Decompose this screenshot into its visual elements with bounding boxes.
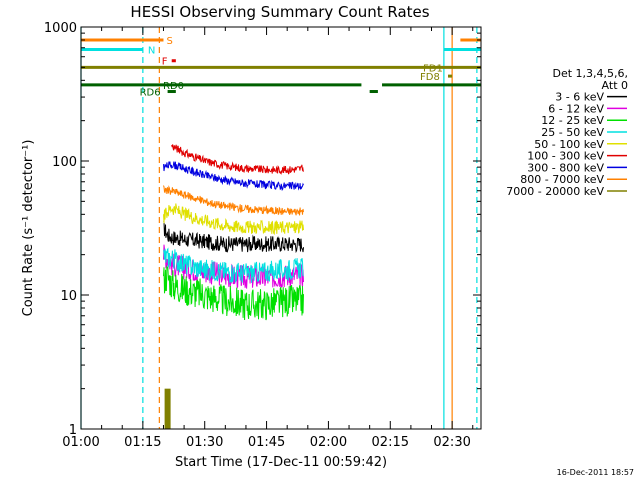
y-tick-label-0: 1 <box>69 423 77 438</box>
y-tick-label-2: 100 <box>52 155 77 170</box>
flag-label-fd1: FD1 <box>423 63 443 74</box>
axes: 01:00 01:15 01:30 01:45 02:00 02:15 02:30 1 10 10… <box>44 21 481 450</box>
y-tick-label-1: 10 <box>60 289 77 304</box>
y-tick-label-3: 1000 <box>44 21 77 36</box>
series-300-800kev-line <box>163 161 304 191</box>
legend-entry-8-label: 7000 - 20000 keV <box>506 185 604 198</box>
flag-label-rd6: RD6 <box>140 88 161 99</box>
x-tick-label-2: 01:30 <box>186 435 223 450</box>
flag-label-s: S <box>166 36 172 47</box>
y-axis-title: Count Rate (s⁻¹ detector⁻¹) <box>21 140 36 317</box>
x-tick-label-5: 02:15 <box>372 435 409 450</box>
series-100-300kev-line <box>171 144 304 175</box>
flag-label-f: F <box>162 57 168 68</box>
x-tick-label-6: 02:30 <box>433 435 470 450</box>
series-50-100kev-line <box>163 203 304 236</box>
flag-label-fd8: FD8 <box>420 72 440 83</box>
timestamp: 16-Dec-2011 18:57 <box>557 468 634 477</box>
legend-entry-7-label: 800 - 7000 keV <box>520 173 604 186</box>
legend-entry-5-label: 100 - 300 keV <box>527 150 604 163</box>
series-7000-20000kev-bar-0 <box>164 388 171 429</box>
series-12-25kev-line <box>163 265 304 321</box>
flag-label-n: N <box>148 45 155 56</box>
legend-entry-4-label: 50 - 100 keV <box>534 138 604 151</box>
x-tick-label-4: 02:00 <box>310 435 347 450</box>
legend-entry-1-label: 6 - 12 keV <box>548 102 604 115</box>
x-tick-label-1: 01:15 <box>124 435 161 450</box>
x-axis-title: Start Time (17-Dec-11 00:59:42) <box>175 455 387 470</box>
legend-entry-3-label: 25 - 50 keV <box>541 126 604 139</box>
x-tick-label-3: 01:45 <box>248 435 285 450</box>
legend-entry-0-label: 3 - 6 keV <box>555 91 604 104</box>
flag-label-rd0: RD0 <box>163 81 184 92</box>
series-800-7000kev-line <box>163 185 304 216</box>
plot-frame <box>80 26 482 430</box>
chart-title: HESSI Observing Summary Count Rates <box>130 3 429 21</box>
legend-entry-2-label: 12 - 25 keV <box>541 114 604 127</box>
series-3-6kev-line <box>163 220 304 254</box>
legend-entry-6-label: 300 - 800 keV <box>527 161 604 174</box>
series-25-50kev-line <box>163 247 304 284</box>
x-tick-label-0: 01:00 <box>62 435 99 450</box>
legend-header-1: Att 0 <box>602 79 628 92</box>
legend-header-0: Det 1,3,4,5,6, <box>552 67 628 80</box>
